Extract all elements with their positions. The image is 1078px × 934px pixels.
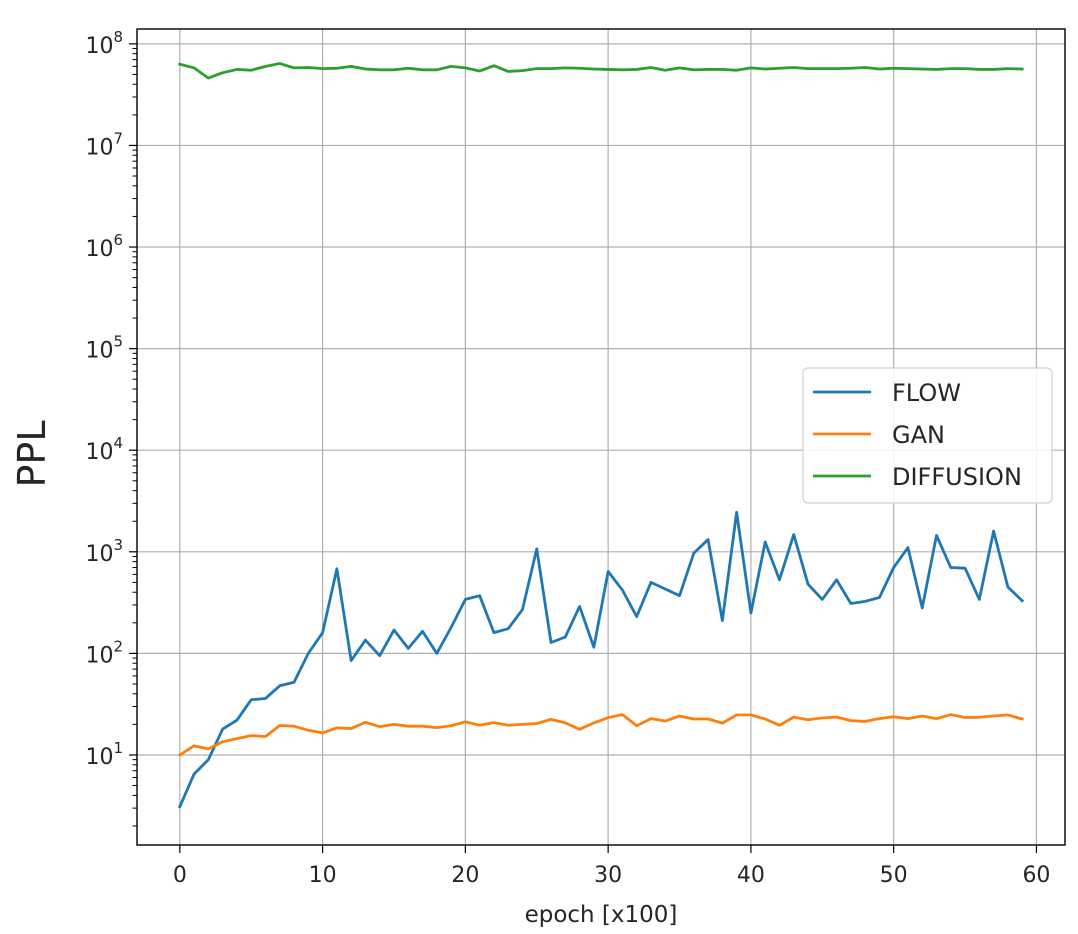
series-lines xyxy=(177,62,1025,809)
y-tick-label: 106 xyxy=(85,231,123,262)
legend-label-diffusion: DIFFUSION xyxy=(892,463,1022,491)
x-tick-label: 0 xyxy=(173,863,187,888)
series-line-diffusion xyxy=(178,62,1024,80)
legend: FLOW GAN DIFFUSION xyxy=(802,367,1053,504)
y-tick-label: 102 xyxy=(85,637,123,668)
x-axis-label: epoch [x100] xyxy=(525,902,678,928)
x-tick-label: 20 xyxy=(451,863,479,888)
x-tick-label: 10 xyxy=(309,863,337,888)
y-tick-label: 103 xyxy=(85,536,123,567)
plot-frame xyxy=(136,28,1066,846)
y-axis-label: PPL xyxy=(10,420,54,487)
y-tick-label: 101 xyxy=(85,739,123,770)
axis-labels: epoch [x100] PPL xyxy=(10,420,677,928)
axis-ticks: 0 10 20 30 40 50 60 101 102 103 104 105 106 107 108 xyxy=(85,28,1050,888)
x-tick-label: 30 xyxy=(594,863,622,888)
y-tick-label: 104 xyxy=(85,434,123,465)
x-tick-label: 40 xyxy=(737,863,765,888)
x-tick-label: 60 xyxy=(1022,863,1050,888)
y-tick-label: 108 xyxy=(85,28,123,59)
series-line-gan xyxy=(177,713,1024,757)
x-tick-label: 50 xyxy=(880,863,908,888)
legend-label-gan: GAN xyxy=(892,421,945,449)
legend-box xyxy=(802,367,1053,504)
series-line-flow xyxy=(177,510,1025,809)
y-tick-label: 105 xyxy=(85,333,123,364)
y-tick-label: 107 xyxy=(85,129,123,160)
legend-label-flow: FLOW xyxy=(892,379,961,407)
